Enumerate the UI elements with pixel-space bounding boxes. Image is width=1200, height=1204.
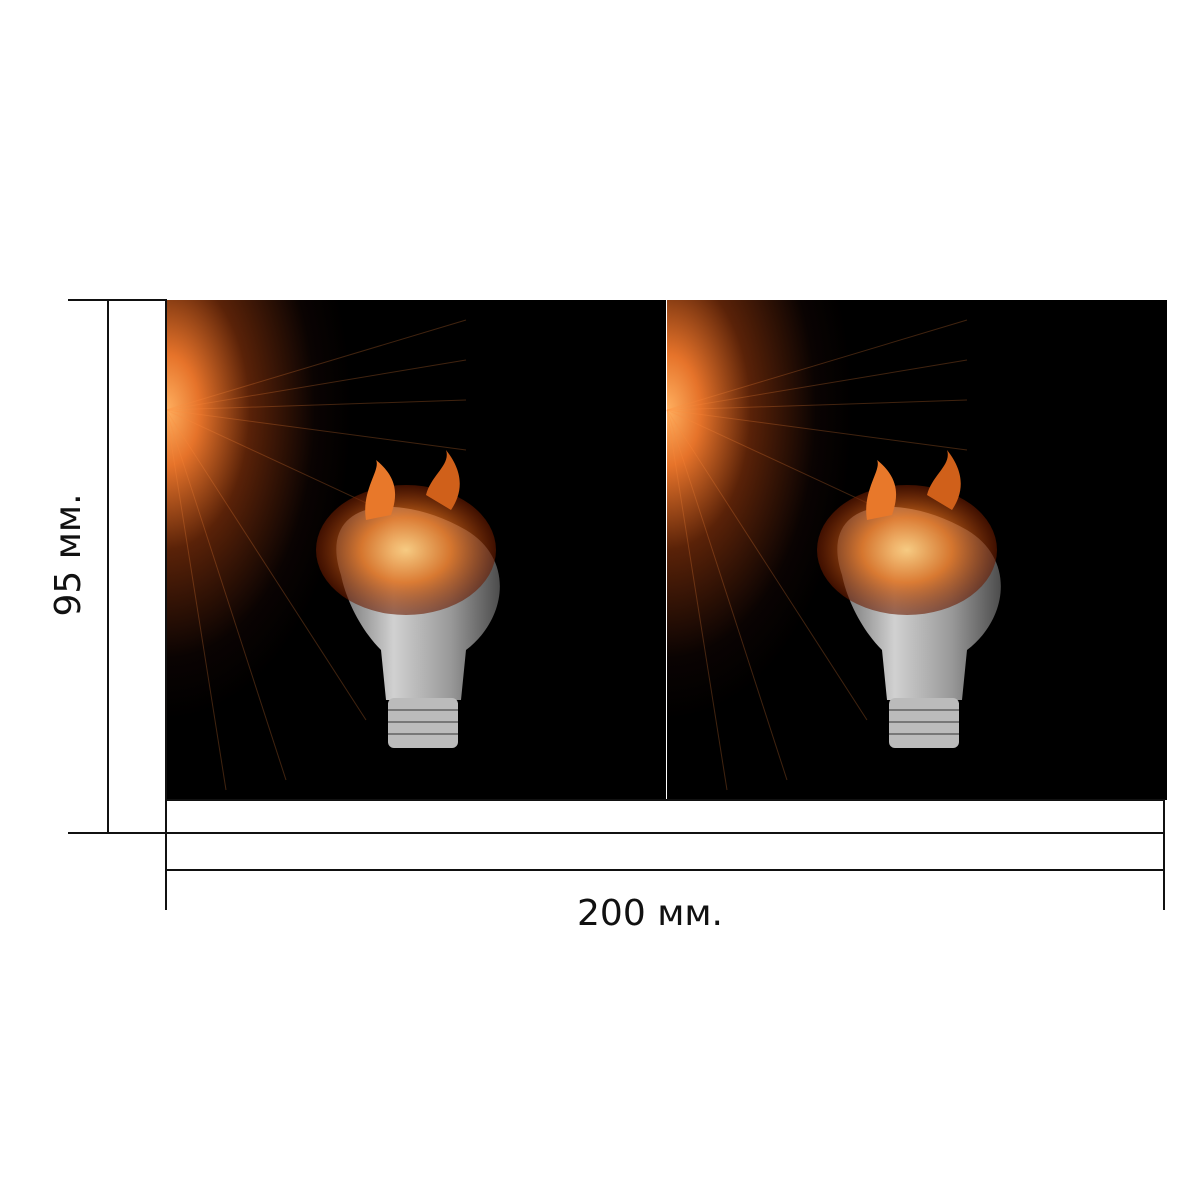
dimension-lines (68, 299, 1165, 910)
print-image-right (666, 299, 1168, 801)
print-image-left (165, 299, 667, 801)
width-label: 200 мм. (577, 893, 723, 934)
height-label: 95 мм. (48, 493, 89, 616)
